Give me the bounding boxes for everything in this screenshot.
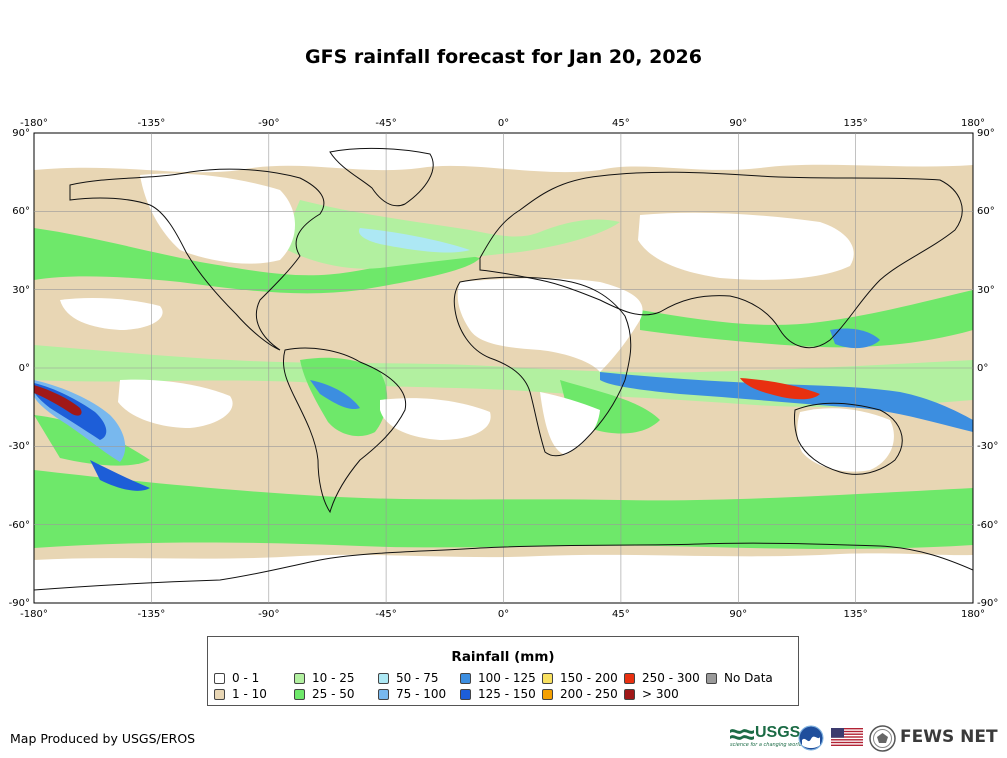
lon-tick-bottom: -135° xyxy=(138,609,166,620)
legend-label: 200 - 250 xyxy=(560,687,618,701)
legend-label: 250 - 300 xyxy=(642,671,700,685)
lon-tick-bottom: 0° xyxy=(498,609,509,620)
lat-tick-right: 90° xyxy=(977,128,995,139)
legend-item: 250 - 300 xyxy=(624,671,700,685)
lat-tick-right: -90° xyxy=(977,598,998,609)
lon-tick-bottom: 90° xyxy=(729,609,747,620)
lon-tick-top: 135° xyxy=(844,118,868,129)
legend-item: > 300 xyxy=(624,687,679,701)
lat-tick-left: -60° xyxy=(9,520,30,531)
lon-tick-top: -90° xyxy=(258,118,279,129)
australia-outline xyxy=(793,402,903,475)
lon-tick-top: 90° xyxy=(729,118,747,129)
legend-label: 75 - 100 xyxy=(396,687,447,701)
legend-swatch xyxy=(294,688,305,700)
legend-swatch xyxy=(624,672,635,684)
legend-swatch xyxy=(378,688,389,700)
legend-swatch xyxy=(214,688,225,700)
legend-item: 50 - 75 xyxy=(378,671,439,685)
legend-item: 25 - 50 xyxy=(294,687,355,701)
legend-label: 150 - 200 xyxy=(560,671,618,685)
legend-swatch xyxy=(460,672,471,684)
greenland-outline xyxy=(329,147,434,207)
africa-outline xyxy=(453,276,632,457)
lat-tick-left: 0° xyxy=(19,363,30,374)
credit-text: Map Produced by USGS/EROS xyxy=(10,731,196,746)
legend-label: No Data xyxy=(724,671,773,685)
graticule xyxy=(34,133,973,603)
lon-tick-bottom: -45° xyxy=(375,609,396,620)
lat-tick-left: 60° xyxy=(12,206,30,217)
legend-item: 1 - 10 xyxy=(214,687,267,701)
legend-label: 10 - 25 xyxy=(312,671,355,685)
lon-tick-top: -135° xyxy=(138,118,166,129)
state-department-seal-icon xyxy=(869,725,896,752)
logo-bar: USGS science for a changing world FEWS N… xyxy=(728,724,1000,754)
europe-asia-outline xyxy=(479,171,963,349)
legend-item: 75 - 100 xyxy=(378,687,446,701)
north-america-outline xyxy=(69,168,325,351)
lon-tick-top: -45° xyxy=(375,118,396,129)
legend: Rainfall (mm) 0 - 1 1 - 10 10 - 25 25 - … xyxy=(207,636,799,706)
lat-tick-left: 90° xyxy=(12,128,30,139)
legend-label: 125 - 150 xyxy=(478,687,536,701)
legend-item: 0 - 1 xyxy=(214,671,259,685)
lon-tick-top: 45° xyxy=(612,118,630,129)
lat-tick-right: -60° xyxy=(977,520,998,531)
usgs-logo-icon xyxy=(730,729,754,740)
lat-tick-right: 30° xyxy=(977,285,995,296)
legend-item: No Data xyxy=(706,671,773,685)
map-title: GFS rainfall forecast for Jan 20, 2026 xyxy=(305,46,702,68)
lon-tick-top: 180° xyxy=(961,118,985,129)
lon-tick-bottom: -90° xyxy=(258,609,279,620)
lon-tick-top: 0° xyxy=(498,118,509,129)
legend-swatch xyxy=(294,672,305,684)
lat-tick-right: -30° xyxy=(977,441,998,452)
legend-label: 25 - 50 xyxy=(312,687,355,701)
legend-swatch xyxy=(542,688,553,700)
legend-label: 50 - 75 xyxy=(396,671,439,685)
south-america-outline xyxy=(282,347,407,514)
lon-tick-bottom: 135° xyxy=(844,609,868,620)
legend-swatch xyxy=(624,688,635,700)
legend-item: 125 - 150 xyxy=(460,687,536,701)
legend-swatch xyxy=(706,672,717,684)
legend-label: > 300 xyxy=(642,687,679,701)
legend-swatch xyxy=(542,672,553,684)
legend-swatch xyxy=(214,672,225,684)
usgs-logo-text: USGS xyxy=(755,724,801,741)
lon-tick-bottom: 180° xyxy=(961,609,985,620)
legend-swatch xyxy=(378,672,389,684)
lat-tick-right: 0° xyxy=(977,363,988,374)
us-flag-icon xyxy=(831,728,863,746)
legend-label: 1 - 10 xyxy=(232,687,267,701)
lon-tick-bottom: 45° xyxy=(612,609,630,620)
legend-label: 100 - 125 xyxy=(478,671,536,685)
legend-swatch xyxy=(460,688,471,700)
legend-title: Rainfall (mm) xyxy=(451,649,555,665)
lat-tick-left: -30° xyxy=(9,441,30,452)
lat-tick-left: -90° xyxy=(9,598,30,609)
fews-net-logo-text: FEWS NET xyxy=(900,727,998,747)
usgs-tagline: science for a changing world xyxy=(730,742,802,748)
legend-item: 200 - 250 xyxy=(542,687,618,701)
coastlines xyxy=(34,147,973,591)
legend-item: 10 - 25 xyxy=(294,671,355,685)
legend-item: 100 - 125 xyxy=(460,671,536,685)
legend-label: 0 - 1 xyxy=(232,671,260,685)
lon-tick-bottom: -180° xyxy=(20,609,48,620)
antarctica-outline xyxy=(34,542,973,591)
lat-tick-right: 60° xyxy=(977,206,995,217)
lon-tick-top: -180° xyxy=(20,118,48,129)
noaa-logo-icon xyxy=(798,725,824,751)
legend-item: 150 - 200 xyxy=(542,671,618,685)
lat-tick-left: 30° xyxy=(12,285,30,296)
